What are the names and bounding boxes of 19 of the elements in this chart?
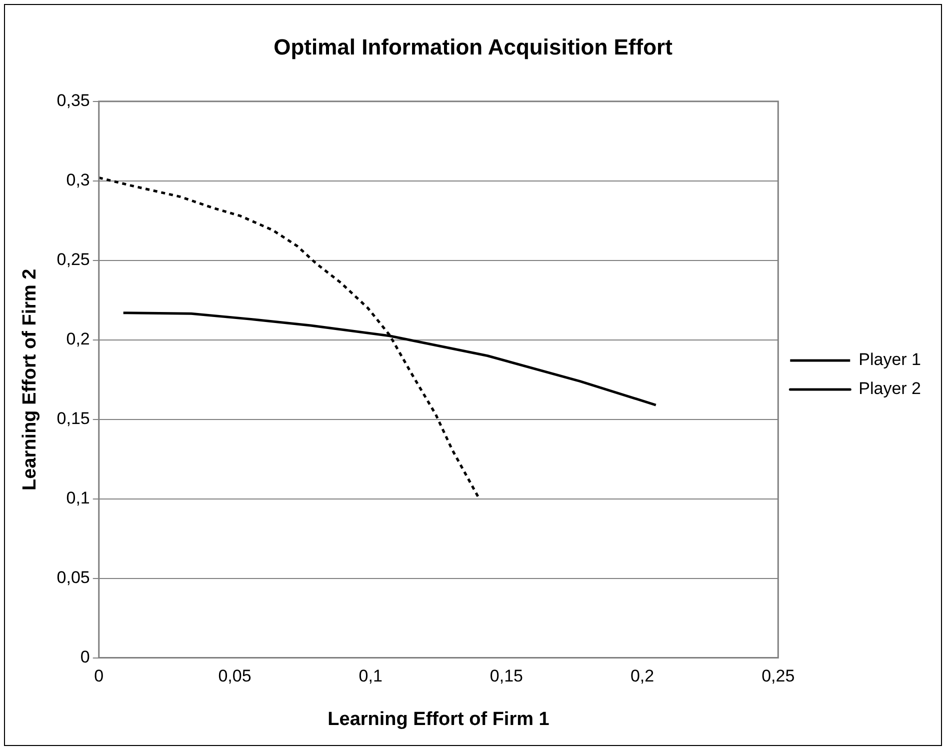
y-tick-label: 0,3 <box>66 170 90 190</box>
y-tick-label: 0,25 <box>56 250 90 270</box>
y-axis-title: Learning Effort of Firm 2 <box>20 268 41 490</box>
x-tick-label: 0,25 <box>762 666 795 686</box>
y-tick-label: 0,15 <box>56 409 90 428</box>
x-tick-label: 0,2 <box>630 666 654 686</box>
x-axis-title: Learning Effort of Firm 1 <box>328 708 550 730</box>
legend-label: Player 2 <box>858 379 922 398</box>
x-tick-label: 0,05 <box>218 666 252 686</box>
y-tick-label: 0 <box>80 647 90 666</box>
x-tick-label: 0,1 <box>358 666 382 686</box>
x-tick-label: 0,15 <box>490 666 523 686</box>
x-tick-label: 0 <box>94 666 104 686</box>
y-tick-label: 0,1 <box>66 488 90 508</box>
y-tick-label: 0,05 <box>56 568 90 587</box>
y-tick-label: 0,35 <box>56 91 90 110</box>
legend-label: Player 1 <box>858 350 922 370</box>
y-tick-label: 0,2 <box>66 330 90 349</box>
chart-title: Optimal Information Acquisition Effort <box>274 34 674 60</box>
